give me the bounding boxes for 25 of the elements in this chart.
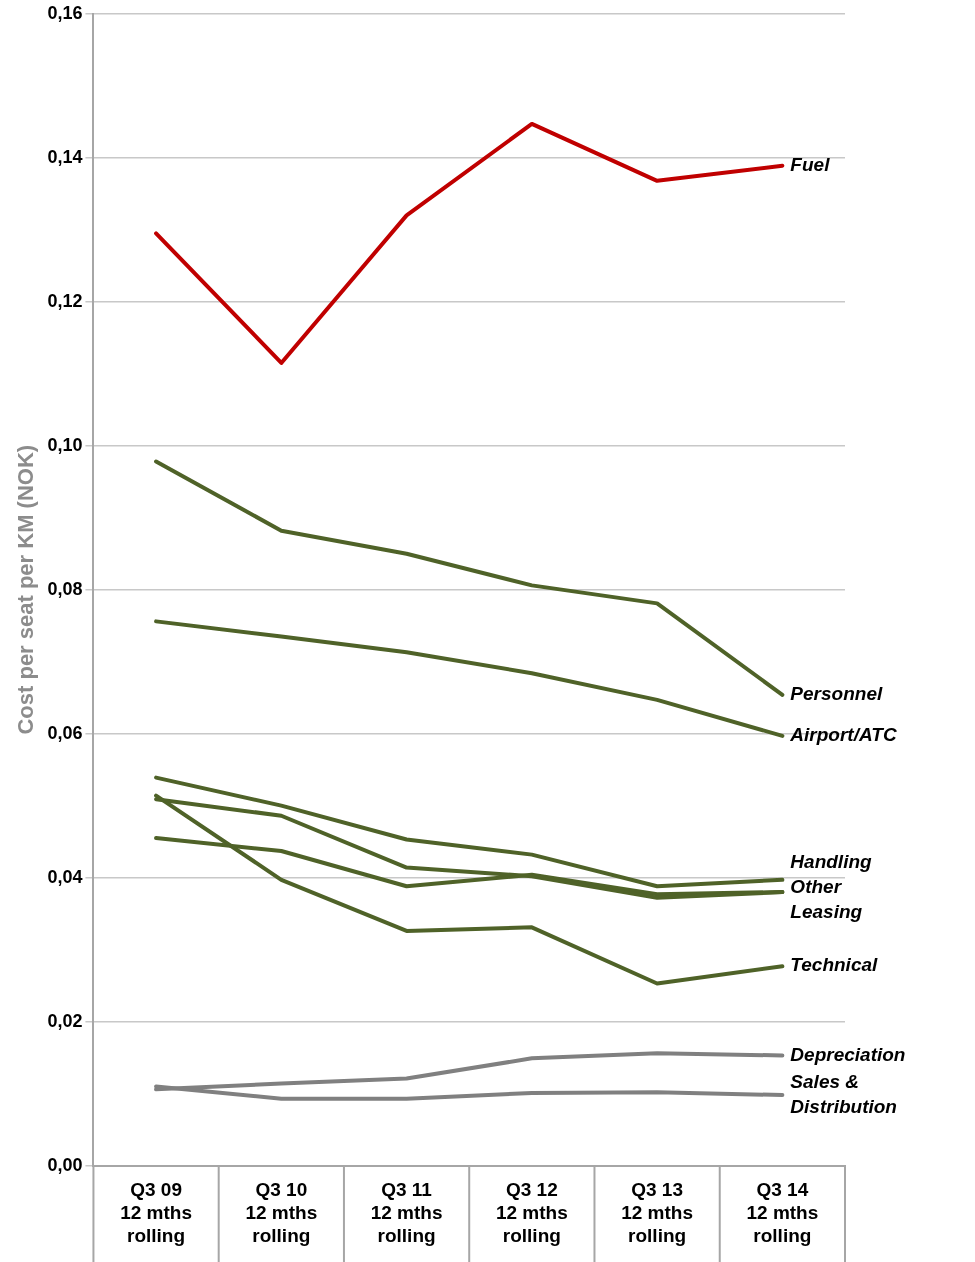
series-label: Depreciation (790, 1043, 906, 1065)
x-tick-label: Q3 11 12 mths rolling (370, 1179, 443, 1246)
x-tick-label: Q3 09 12 mths rolling (120, 1179, 192, 1246)
y-tick-label: 0,14 (47, 146, 83, 167)
series-label: Airport/ATC (789, 724, 897, 746)
y-tick-label: 0,02 (47, 1010, 83, 1031)
y-axis-title: Cost per seat per KM (NOK) (13, 444, 39, 735)
y-tick-label: 0,06 (47, 722, 83, 743)
y-tick-label: 0,00 (47, 1154, 83, 1175)
y-tick-label: 0,08 (47, 578, 83, 599)
series-label: Handling (790, 851, 873, 873)
series-label: Technical (790, 954, 879, 976)
series-label: Sales & Distribution (790, 1070, 897, 1117)
x-tick-label: Q3 13 12 mths rolling (621, 1179, 694, 1246)
y-tick-label: 0,04 (47, 866, 83, 887)
y-tick-label: 0,12 (47, 290, 83, 311)
series-label: Personnel (790, 683, 883, 705)
y-tick-label: 0,10 (47, 434, 83, 455)
series-label: Fuel (790, 153, 831, 175)
series-label: Other (790, 876, 843, 898)
x-tick-label: Q3 12 12 mths rolling (495, 1179, 568, 1246)
y-tick-label: 0,16 (47, 2, 83, 23)
series-label: Leasing (790, 901, 863, 923)
x-tick-label: Q3 14 12 mths rolling (746, 1179, 819, 1246)
x-tick-label: Q3 10 12 mths rolling (245, 1179, 318, 1246)
